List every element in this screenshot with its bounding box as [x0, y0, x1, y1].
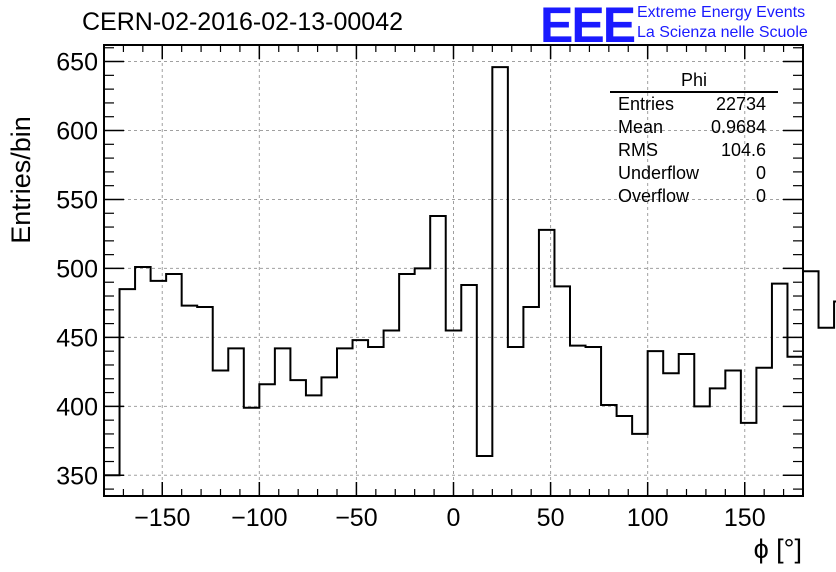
y-tick-label: 350	[56, 462, 98, 490]
stats-label: Mean	[618, 117, 664, 137]
x-tick-label: 150	[724, 504, 766, 532]
eee-logo: EEE	[540, 0, 636, 53]
stats-row-mean: Mean 0.9684	[610, 116, 778, 139]
logo-line-1: Extreme Energy Events	[637, 4, 806, 21]
x-axis-title: ϕ [°]	[754, 534, 802, 564]
stats-value: 22734	[715, 94, 766, 114]
stats-value: 0	[755, 186, 766, 206]
x-tick-label: −50	[335, 504, 377, 532]
logo-line-2: La Scienza nelle Scuole	[637, 24, 808, 41]
grid-lines	[104, 45, 803, 496]
stats-row-overflow: Overflow 0	[610, 185, 778, 208]
stats-box-title: Phi	[610, 70, 778, 93]
stats-box: Phi Entries 22734 Mean 0.9684 RMS 104.6 …	[610, 70, 778, 208]
x-tick-label: −100	[231, 504, 287, 532]
y-tick-label: 550	[56, 186, 98, 214]
x-tick-label: 0	[447, 504, 461, 532]
stats-label: RMS	[618, 140, 658, 160]
stats-label: Overflow	[618, 186, 690, 206]
stats-row-underflow: Underflow 0	[610, 162, 778, 185]
stats-row-rms: RMS 104.6	[610, 139, 778, 162]
y-tick-label: 600	[56, 118, 98, 146]
y-tick-label: 450	[56, 324, 98, 352]
stats-label: Entries	[618, 94, 675, 114]
stats-value: 0.9684	[710, 117, 766, 137]
y-tick-label: 650	[56, 49, 98, 77]
y-tick-label: 500	[56, 255, 98, 283]
x-tick-label: −150	[134, 504, 190, 532]
tick-labels: −150 −100 −50 0 50 100 150 350 400 450 500 550 600 65…	[56, 49, 765, 532]
y-axis-title: Entries/bin	[6, 116, 36, 244]
stats-label: Underflow	[618, 163, 700, 183]
stats-value: 104.6	[720, 140, 766, 160]
run-title: CERN-02-2016-02-13-00042	[82, 8, 404, 36]
axis-ticks	[104, 45, 803, 496]
x-tick-label: 50	[537, 504, 565, 532]
histogram-step-line	[103, 66, 836, 496]
x-tick-label: 100	[627, 504, 669, 532]
y-tick-label: 400	[56, 393, 98, 421]
stats-value: 0	[755, 163, 766, 183]
stats-row-entries: Entries 22734	[610, 93, 778, 116]
